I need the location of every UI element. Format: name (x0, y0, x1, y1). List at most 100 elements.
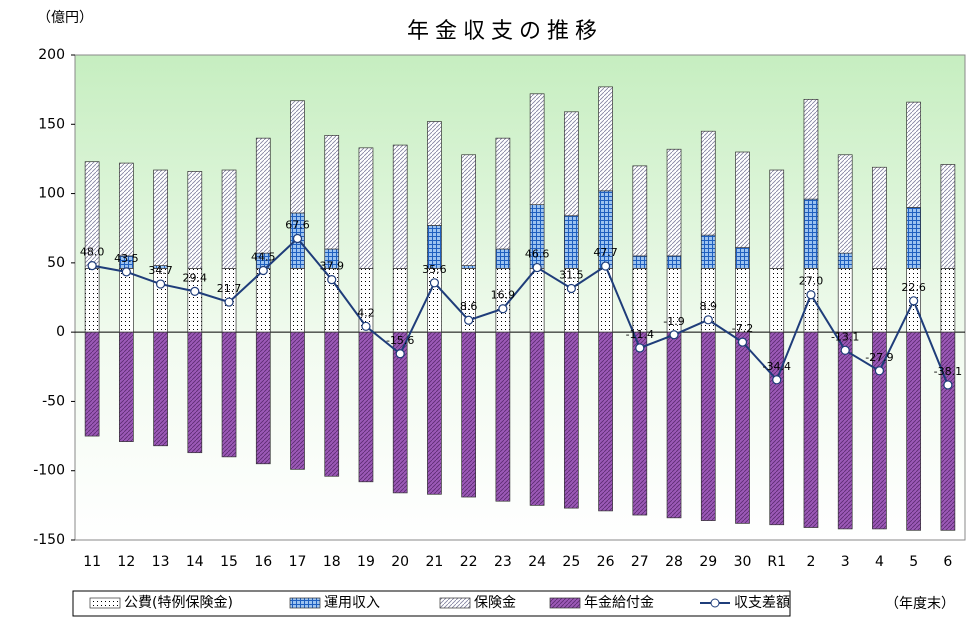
bar-segment (324, 135, 340, 250)
data-label: 21.7 (217, 282, 242, 295)
bar-segment (153, 268, 168, 333)
bar-segment (290, 331, 305, 470)
x-tick-label: 24 (528, 554, 546, 570)
point (395, 349, 405, 359)
data-label: 27.0 (799, 275, 824, 288)
bar-segment (84, 268, 100, 333)
bar-segment (495, 248, 511, 269)
bar-segment (632, 165, 648, 257)
bar-segment (461, 331, 477, 498)
data-label: 43.5 (114, 252, 139, 265)
point (258, 265, 268, 276)
bar-segment (632, 268, 648, 333)
x-tick-label: 17 (289, 554, 307, 570)
bar-segment (255, 137, 271, 254)
bar-segment (769, 268, 785, 333)
bar-segment (529, 268, 545, 333)
data-label: 22.6 (901, 281, 926, 294)
data-label: -13.1 (831, 330, 859, 343)
point (327, 275, 337, 285)
x-tick-label: 19 (357, 554, 375, 570)
bar-segment (255, 331, 271, 465)
legend-label: 年金給付金 (584, 595, 654, 611)
bar-segment (529, 331, 545, 506)
bar-segment (872, 268, 887, 333)
x-tick-label: 3 (841, 554, 850, 570)
legend-swatch (89, 597, 121, 609)
point (532, 262, 542, 273)
bar-segment (700, 234, 716, 269)
legend (72, 590, 791, 617)
bar-segment (255, 268, 271, 333)
bar-segment (324, 331, 340, 477)
y-tick-label: -150 (33, 532, 65, 548)
x-tick-label: 21 (426, 554, 444, 570)
point (943, 380, 953, 390)
bar-segment (118, 162, 134, 257)
legend-swatch (549, 597, 581, 609)
bar-segment (392, 331, 408, 494)
bar-segment (598, 86, 613, 192)
data-label: 8.9 (700, 300, 718, 313)
x-tick-label: 13 (152, 554, 170, 570)
point (498, 304, 508, 314)
bar-segment (837, 154, 853, 254)
point (224, 297, 234, 307)
x-tick-label: 26 (597, 554, 615, 570)
bar-segment (837, 331, 853, 530)
data-label: -38.1 (934, 365, 962, 378)
data-label: -27.9 (865, 351, 893, 364)
bar-segment (290, 268, 305, 333)
data-label: -15.6 (386, 334, 414, 347)
y-tick-label: 150 (38, 116, 65, 132)
y-unit: （億円） (37, 10, 93, 26)
x-tick-label: 27 (631, 554, 649, 570)
point (464, 315, 474, 325)
data-label: 31.5 (559, 268, 584, 281)
x-tick-label: 23 (494, 554, 512, 570)
data-label: 48.0 (80, 246, 105, 259)
x-unit: （年度末） (885, 596, 955, 612)
bar-segment (735, 247, 750, 269)
data-label: -34.4 (762, 360, 790, 373)
data-label: 16.9 (491, 289, 516, 302)
bar-segment (221, 169, 237, 269)
bar-segment (906, 101, 922, 208)
x-tick-label: 12 (117, 554, 135, 570)
x-tick-label: 20 (391, 554, 409, 570)
legend-swatch (289, 597, 321, 609)
point (429, 278, 440, 288)
y-tick-label: 100 (38, 186, 65, 202)
point (669, 330, 679, 340)
bar-segment (427, 331, 442, 495)
bar-segment (118, 268, 134, 333)
data-label: 8.6 (460, 300, 478, 313)
data-label: 47.7 (593, 246, 618, 259)
data-label: -11.4 (626, 328, 654, 341)
y-tick-label: -50 (42, 393, 65, 409)
point (737, 337, 748, 347)
bar-segment (529, 93, 545, 206)
legend-label: 収支差額 (734, 595, 790, 611)
bar-segment (666, 331, 682, 519)
point (87, 261, 97, 271)
bar-segment (563, 331, 579, 509)
bar-segment (563, 215, 579, 269)
bar-segment (392, 268, 408, 333)
bar-segment (940, 268, 956, 333)
data-label: -7.2 (732, 322, 753, 335)
bar-segment (358, 147, 374, 269)
point (190, 286, 200, 297)
line (91, 237, 949, 386)
bar-segment (187, 171, 203, 269)
bar-segment (358, 331, 374, 483)
bar-segment (769, 169, 785, 269)
point (600, 261, 611, 271)
bar-segment (837, 268, 853, 333)
y-tick-label: 0 (56, 324, 65, 340)
bar-segment (666, 148, 682, 257)
y-tick-label: 200 (38, 47, 65, 63)
bar-segment (803, 98, 819, 200)
bar-segment (427, 268, 442, 333)
